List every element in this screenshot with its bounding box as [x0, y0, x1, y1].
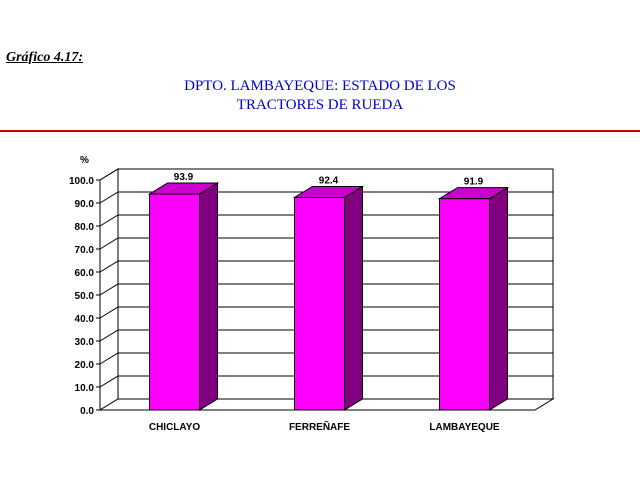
x-category-label: CHICLAYO [149, 422, 201, 433]
y-tick-label: 80.0 [75, 222, 95, 233]
chart-title-line-1: DPTO. LAMBAYEQUE: ESTADO DE LOS [184, 78, 456, 94]
y-tick-label: 60.0 [75, 268, 95, 279]
bar-front [439, 198, 490, 411]
bar-front [149, 193, 200, 411]
bar-ferreñafe [292, 185, 365, 411]
data-label: 91.9 [464, 177, 484, 188]
bar-top [437, 187, 510, 200]
y-tick-label: 10.0 [75, 383, 95, 394]
data-label: 93.9 [174, 172, 194, 183]
y-axis-label: % [80, 155, 89, 166]
y-tick-label: 100.0 [69, 176, 94, 187]
y-tick-label: 40.0 [75, 314, 95, 325]
figure-caption: Gráfico 4.17: [6, 50, 83, 65]
bar-side [199, 182, 218, 411]
y-tick-label: 70.0 [75, 245, 95, 256]
y-tick-label: 50.0 [75, 291, 95, 302]
bar-lambayeque [437, 186, 510, 411]
title-divider [0, 130, 640, 132]
y-tick-label: 20.0 [75, 360, 95, 371]
x-category-label: FERREÑAFE [289, 420, 350, 433]
chart-title-line-2: TRACTORES DE RUEDA [236, 97, 404, 113]
bar-top [147, 182, 220, 195]
bar-top [292, 185, 365, 198]
x-category-label: LAMBAYEQUE [429, 422, 500, 433]
bar-front [294, 196, 345, 411]
y-tick-label: 90.0 [75, 199, 95, 210]
bar-chiclayo [147, 182, 220, 411]
y-tick-label: 0.0 [80, 406, 94, 417]
data-label: 92.4 [319, 175, 339, 186]
bar-side [489, 186, 508, 411]
y-tick-label: 30.0 [75, 337, 95, 348]
bar-side [344, 185, 363, 411]
